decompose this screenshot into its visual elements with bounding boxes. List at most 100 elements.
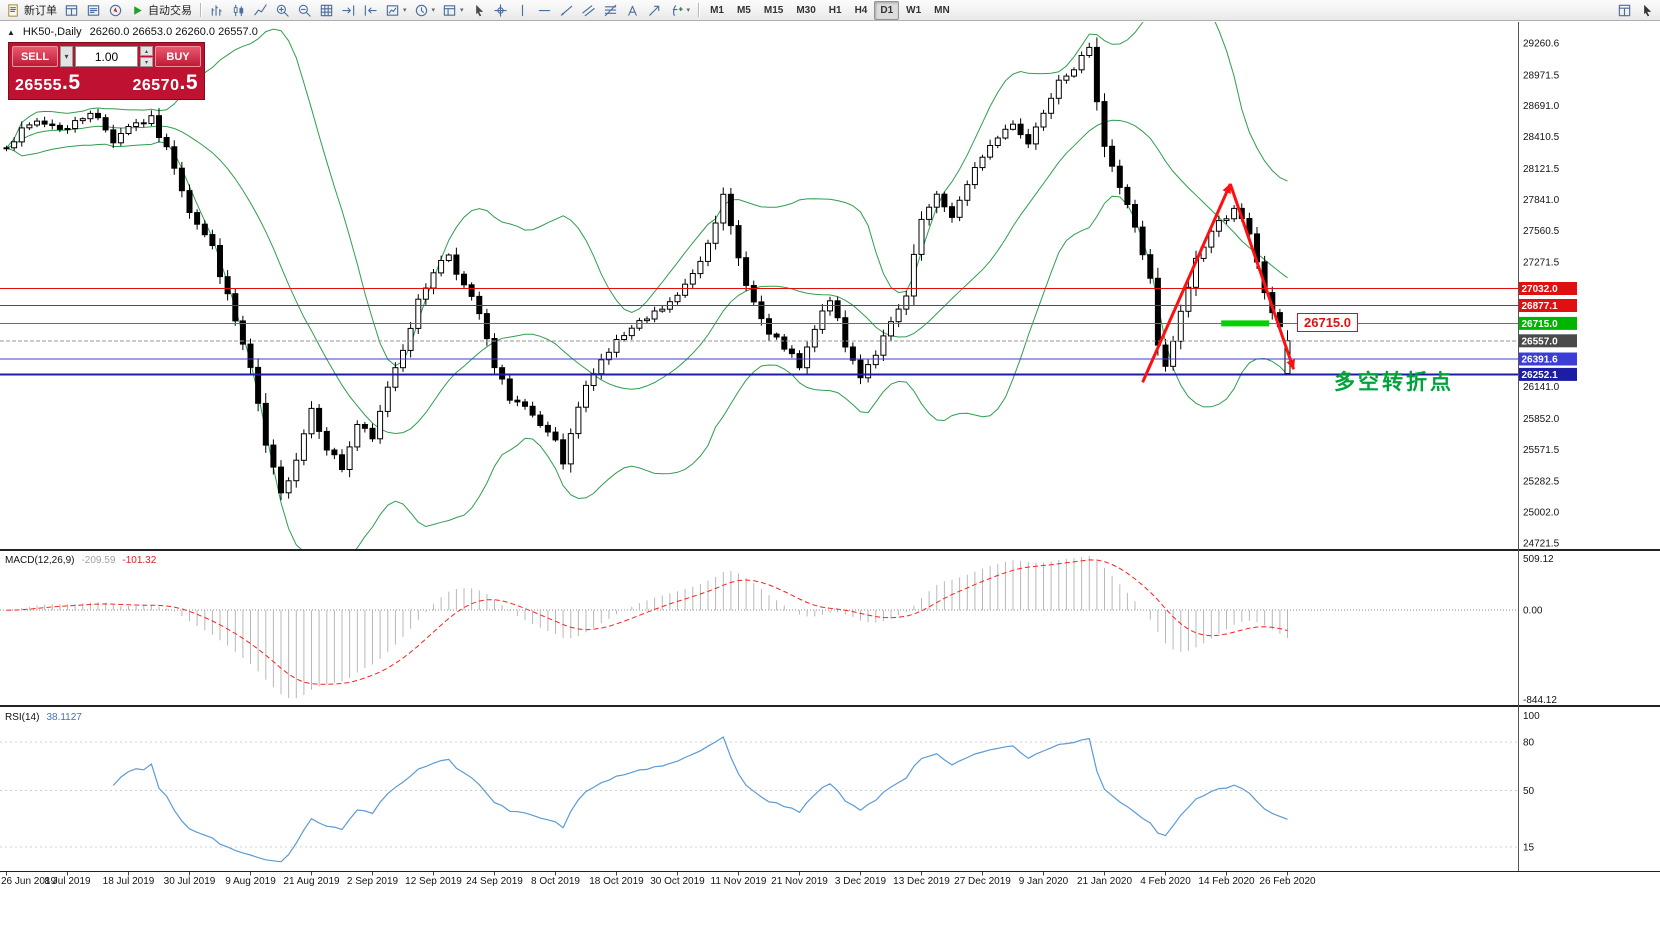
level-price-flag[interactable]: 26715.0 xyxy=(1297,313,1358,332)
trade-panel-prices: 26555.5 26570.5 xyxy=(12,67,201,96)
svg-text:15: 15 xyxy=(1523,842,1535,853)
svg-text:27271.5: 27271.5 xyxy=(1523,258,1560,269)
svg-text:8 Oct 2019: 8 Oct 2019 xyxy=(531,876,580,887)
timeframe-m15-button[interactable]: M15 xyxy=(758,1,789,20)
vertical-line-tool-button[interactable] xyxy=(512,1,533,20)
svg-text:25571.5: 25571.5 xyxy=(1523,445,1560,456)
turning-point-label: 多空转折点 xyxy=(1334,371,1454,394)
zoom-in-button[interactable] xyxy=(272,1,293,20)
svg-text:28691.0: 28691.0 xyxy=(1523,101,1560,112)
crosshair-tool-button[interactable] xyxy=(490,1,511,20)
svg-text:21 Aug 2019: 21 Aug 2019 xyxy=(283,876,340,887)
svg-text:26141.0: 26141.0 xyxy=(1523,382,1560,393)
charts-grid-icon-button[interactable] xyxy=(61,1,82,20)
svg-text:11 Nov 2019: 11 Nov 2019 xyxy=(711,876,767,887)
chart-symbol-period: HK50-,Daily xyxy=(22,26,82,38)
svg-text:100: 100 xyxy=(1523,711,1540,722)
pane-splitter[interactable] xyxy=(0,549,1660,551)
horizontal-line-tool-button[interactable] xyxy=(534,1,555,20)
svg-text:24 Sep 2019: 24 Sep 2019 xyxy=(466,876,523,887)
rsi-value: 38.1127 xyxy=(46,712,82,723)
svg-text:25282.5: 25282.5 xyxy=(1523,477,1560,488)
svg-text:50: 50 xyxy=(1523,786,1535,797)
new-order-icon xyxy=(6,3,21,18)
toolbar-separator xyxy=(698,3,700,17)
line-chart-button[interactable] xyxy=(250,1,271,20)
svg-text:26 Jun 2019: 26 Jun 2019 xyxy=(1,876,56,887)
volume-dropdown-button[interactable]: ▾ xyxy=(60,46,73,67)
trendline-tool-button[interactable] xyxy=(556,1,577,20)
timeframe-d1-button[interactable]: D1 xyxy=(874,0,900,20)
svg-text:30 Jul 2019: 30 Jul 2019 xyxy=(164,876,216,887)
pointer-button[interactable] xyxy=(1636,1,1657,20)
cursor-tool-button[interactable] xyxy=(468,1,489,20)
svg-text:509.12: 509.12 xyxy=(1523,554,1554,565)
timeframe-h1-button[interactable]: H1 xyxy=(823,1,848,20)
main-toolbar: 新订单 自动交易 ▾ ▾ ▾ ▾ M1 M5 M15 M30 H1 H4 D1 W1 MN xyxy=(0,0,1660,21)
svg-text:29260.6: 29260.6 xyxy=(1523,38,1560,49)
autotrading-button[interactable]: 自动交易 xyxy=(127,1,195,20)
autotrading-icon xyxy=(130,3,145,18)
candlestick-chart-button[interactable] xyxy=(228,1,249,20)
svg-text:14 Feb 2020: 14 Feb 2020 xyxy=(1198,876,1255,887)
timeframe-m5-button[interactable]: M5 xyxy=(731,1,757,20)
sell-price[interactable]: 26555.5 xyxy=(15,71,81,95)
svg-text:28121.5: 28121.5 xyxy=(1523,164,1560,175)
trend-arrow-up xyxy=(1141,183,1232,383)
svg-text:25002.0: 25002.0 xyxy=(1523,508,1560,519)
right-toolbar-group xyxy=(1614,1,1657,20)
svg-text:26 Feb 2020: 26 Feb 2020 xyxy=(1259,876,1316,887)
one-click-trading-panel: SELL ▾ 1.00 ▴ ▾ BUY 26555.5 26570.5 xyxy=(8,42,205,100)
rsi-indicator-label: RSI(14) 38.1127 xyxy=(5,712,82,723)
indicators-button[interactable]: ▾ xyxy=(666,1,694,20)
window-toolbar-group xyxy=(61,1,126,20)
new-order-button[interactable]: 新订单 xyxy=(3,1,60,20)
market-watch-icon-button[interactable] xyxy=(83,1,104,20)
templates-button[interactable]: ▾ xyxy=(439,1,467,20)
volume-decrease-button[interactable]: ▾ xyxy=(140,57,153,67)
volume-input[interactable]: 1.00 xyxy=(75,46,138,67)
arrows-tool-button[interactable] xyxy=(644,1,665,20)
price-axis[interactable]: 27032.0 26877.1 26715.0 26557.0 26391.6 26252… xyxy=(1519,38,1577,853)
chart-symbol-icon: ▲ xyxy=(7,27,15,37)
channel-tool-button[interactable] xyxy=(578,1,599,20)
text-tool-button[interactable] xyxy=(622,1,643,20)
pane-splitter[interactable] xyxy=(0,705,1660,707)
periods-button[interactable]: ▾ xyxy=(411,1,439,20)
buy-price[interactable]: 26570.5 xyxy=(132,71,198,95)
timeframe-m30-button[interactable]: M30 xyxy=(790,1,821,20)
zoom-out-button[interactable] xyxy=(294,1,315,20)
timeframe-w1-button[interactable]: W1 xyxy=(900,1,927,20)
chart-annotations[interactable] xyxy=(1141,183,1296,383)
volume-increase-button[interactable]: ▴ xyxy=(140,46,153,56)
auto-scroll-button[interactable] xyxy=(338,1,359,20)
svg-text:27 Dec 2019: 27 Dec 2019 xyxy=(954,876,1011,887)
svg-text:27560.5: 27560.5 xyxy=(1523,226,1560,237)
macd-name: MACD(12,26,9) xyxy=(5,555,75,566)
navigator-icon-button[interactable] xyxy=(105,1,126,20)
sell-button[interactable]: SELL xyxy=(12,46,58,67)
bar-chart-button[interactable] xyxy=(206,1,227,20)
chart-title: ▲ HK50-,Daily 26260.0 26653.0 26260.0 26… xyxy=(7,26,258,38)
svg-text:80: 80 xyxy=(1523,738,1535,749)
svg-text:-844.12: -844.12 xyxy=(1523,695,1557,706)
fibonacci-tool-button[interactable] xyxy=(600,1,621,20)
timeframe-mn-button[interactable]: MN xyxy=(928,1,956,20)
buy-button[interactable]: BUY xyxy=(155,46,201,67)
svg-text:0.00: 0.00 xyxy=(1523,606,1543,617)
svg-text:21 Nov 2019: 21 Nov 2019 xyxy=(771,876,828,887)
timeframe-m1-button[interactable]: M1 xyxy=(704,1,730,20)
chart-windows-button[interactable] xyxy=(1614,1,1635,20)
svg-text:30 Oct 2019: 30 Oct 2019 xyxy=(650,876,705,887)
chart-shift-button[interactable] xyxy=(360,1,381,20)
new-chart-button[interactable]: ▾ xyxy=(382,1,410,20)
horizontal-level-lines[interactable] xyxy=(0,288,1518,376)
tile-windows-button[interactable] xyxy=(316,1,337,20)
chart-ohlc-values: 26260.0 26653.0 26260.0 26557.0 xyxy=(89,26,258,38)
macd-indicator-label: MACD(12,26,9) -209.59 -101.32 xyxy=(5,555,156,566)
svg-text:26391.6: 26391.6 xyxy=(1522,355,1559,366)
svg-text:26877.1: 26877.1 xyxy=(1522,301,1559,312)
timeframe-h4-button[interactable]: H4 xyxy=(849,1,874,20)
